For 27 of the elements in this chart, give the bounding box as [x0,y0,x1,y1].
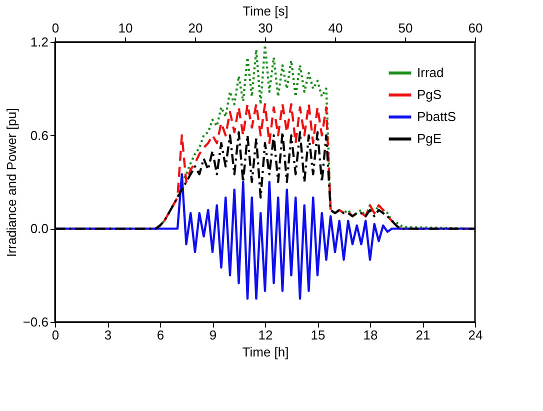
x2-tick-label: 40 [328,20,343,36]
x-tick-label: 15 [310,328,326,342]
x-tick-label: 3 [104,328,112,342]
x2-tick-label: 30 [258,20,273,36]
x-axis-title: Time [h] [242,344,289,360]
y-tick-label: 0.6 [30,128,48,143]
x-tick-label: 21 [416,328,430,342]
x-tick-label: 9 [209,328,217,342]
x2-tick-label: 60 [468,20,483,36]
x-tick-label: 6 [156,328,164,342]
y-tick-label: −0.6 [22,314,48,330]
x2-tick-label: 10 [118,20,133,36]
x2-axis-title: Time [s] [242,4,288,18]
legend-label: Irrad [417,65,444,80]
x-tick-label: 24 [468,328,483,342]
x2-tick-label: 0 [52,20,60,36]
legend-label: PbattS [417,109,456,124]
x-tick-label: 0 [52,328,60,342]
x2-tick-label: 20 [188,20,203,36]
legend-label: PgS [417,87,442,102]
x-tick-label: 18 [363,328,378,342]
y-axis-title: Irradiance and Power [pu] [4,108,19,257]
y-tick-label: 1.2 [30,34,48,50]
x-tick-label: 12 [258,328,273,342]
legend-label: PgE [417,131,442,146]
x2-tick-label: 50 [398,20,413,36]
y-tick-label: 0.0 [30,221,48,236]
